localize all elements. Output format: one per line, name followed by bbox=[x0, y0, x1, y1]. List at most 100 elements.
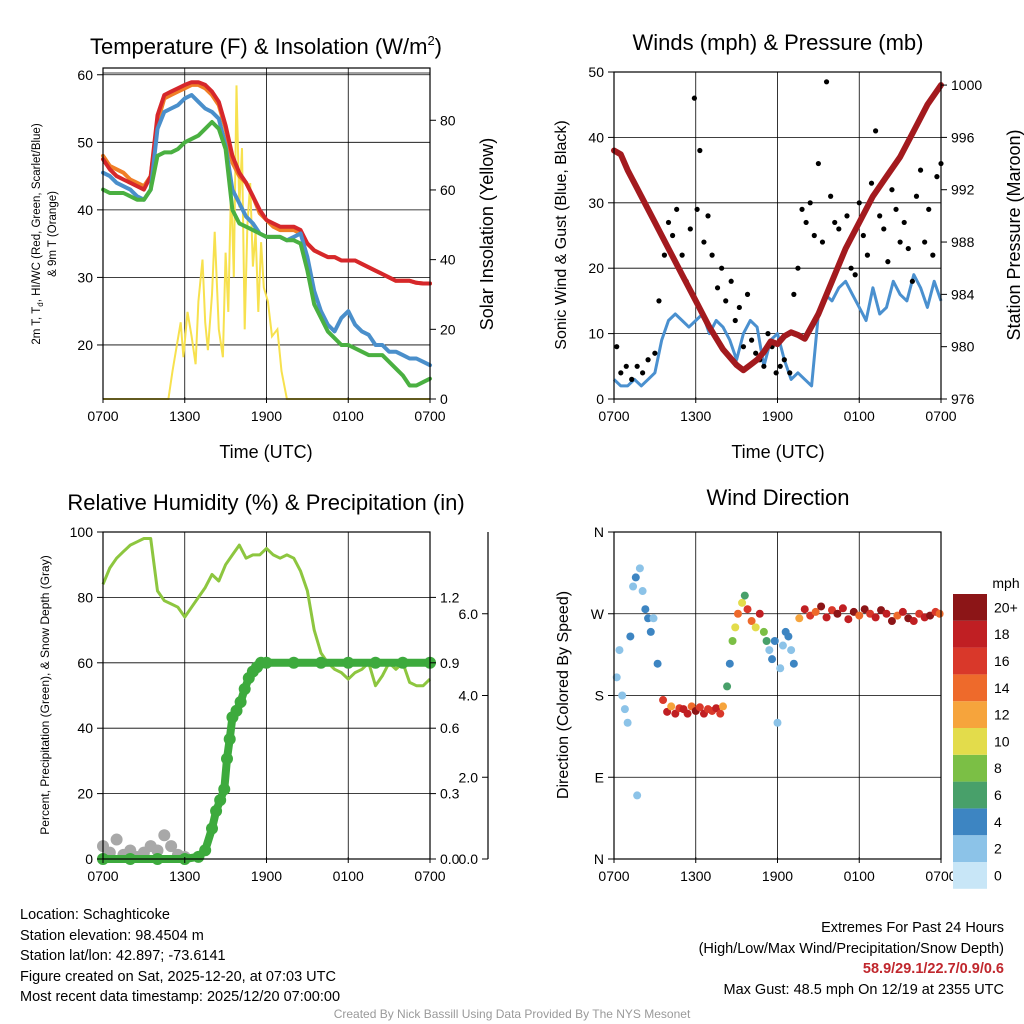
direction-point bbox=[638, 587, 647, 596]
wind-x-label: 0700 bbox=[925, 408, 956, 424]
insolation-y-label: 20 bbox=[440, 321, 456, 337]
wind-y-label: 40 bbox=[588, 129, 604, 145]
precip-y-label: 0.0 bbox=[440, 851, 460, 867]
gust-point bbox=[934, 174, 940, 180]
direction-point bbox=[765, 646, 774, 655]
colorbar-label: 10 bbox=[994, 733, 1010, 749]
direction-point bbox=[719, 702, 727, 711]
humidity-grid bbox=[103, 532, 430, 859]
direction-point bbox=[728, 637, 737, 645]
gust-point bbox=[697, 147, 703, 154]
colorbar-label: 8 bbox=[994, 760, 1002, 776]
pressure-y-label: 1000 bbox=[951, 77, 982, 93]
precip-point bbox=[214, 794, 227, 807]
colorbar-swatch bbox=[953, 754, 987, 782]
direction-point bbox=[935, 609, 944, 618]
temperature-y-label-line1: 2m T, Td, HI/WC (Red, Green, Scarlet/Blu… bbox=[31, 123, 45, 344]
gust-point bbox=[679, 252, 685, 258]
direction-x-label: 1300 bbox=[680, 868, 711, 884]
direction-point bbox=[740, 591, 749, 600]
gust-point bbox=[873, 128, 879, 134]
wind-y-label: 10 bbox=[588, 326, 604, 342]
gust-point bbox=[926, 206, 932, 212]
wind-series bbox=[611, 79, 944, 388]
direction-point bbox=[887, 617, 896, 626]
gust-point bbox=[909, 278, 915, 284]
direction-point bbox=[633, 791, 642, 800]
direction-point bbox=[731, 623, 740, 632]
station-elevation: Station elevation: 98.4504 m bbox=[20, 927, 204, 944]
gust-point bbox=[687, 226, 693, 232]
snow-depth-point bbox=[158, 829, 171, 842]
direction-y-label: S bbox=[595, 688, 604, 704]
colorbar-swatch bbox=[953, 835, 987, 862]
direction-point bbox=[751, 623, 760, 632]
gust-point bbox=[694, 206, 700, 212]
gust-point bbox=[930, 252, 936, 258]
gust-point bbox=[901, 219, 907, 226]
humidity-y-label: 80 bbox=[77, 589, 93, 605]
direction-point bbox=[773, 718, 782, 727]
temperature-y-label: 30 bbox=[77, 269, 93, 285]
humidity-y-label: Percent, Precipitation (Green), & Snow D… bbox=[38, 555, 52, 834]
direction-point bbox=[882, 609, 891, 618]
gust-point bbox=[618, 370, 624, 376]
direction-point bbox=[855, 611, 864, 620]
direction-y-label: N bbox=[594, 851, 604, 867]
precip-y-label: 0.9 bbox=[440, 655, 460, 671]
gust-point bbox=[736, 304, 742, 311]
pressure-y-label: 992 bbox=[951, 182, 975, 198]
direction-point bbox=[659, 696, 668, 705]
snow-depth-point bbox=[151, 844, 164, 857]
gust-point bbox=[819, 239, 826, 245]
direction-point bbox=[663, 707, 672, 716]
gust-point bbox=[645, 357, 651, 363]
precip-point bbox=[287, 656, 300, 669]
gust-point bbox=[761, 363, 767, 369]
direction-point bbox=[695, 703, 704, 712]
gust-point bbox=[917, 167, 924, 173]
wind-x-label: 1900 bbox=[762, 408, 793, 424]
snow-depth-y-label: 2.0 bbox=[459, 769, 479, 785]
colorbar-swatch bbox=[953, 674, 987, 702]
gust-point bbox=[864, 252, 871, 258]
gust-point bbox=[781, 357, 787, 363]
precip-point bbox=[260, 656, 273, 669]
gust-point bbox=[893, 206, 899, 212]
gust-point bbox=[799, 206, 805, 212]
gust-point bbox=[714, 285, 721, 291]
precip-point bbox=[234, 696, 247, 709]
direction-y-label: W bbox=[591, 606, 605, 622]
insolation-line bbox=[103, 85, 430, 400]
extremes-subtitle: (High/Low/Max Wind/Precipitation/Snow De… bbox=[698, 940, 1004, 957]
direction-point bbox=[844, 615, 853, 624]
gust-point bbox=[719, 265, 725, 271]
gust-point bbox=[753, 350, 759, 356]
direction-point bbox=[871, 613, 880, 622]
direction-point bbox=[716, 709, 725, 718]
humidity-x-label: 0700 bbox=[414, 868, 445, 884]
wind-panel-title: Winds (mph) & Pressure (mb) bbox=[633, 30, 924, 55]
direction-y-label: N bbox=[594, 524, 604, 540]
precip-point bbox=[369, 656, 382, 669]
colorbar-label: 18 bbox=[994, 626, 1010, 642]
colorbar-title: mph bbox=[992, 575, 1019, 591]
colorbar-swatch bbox=[953, 701, 987, 728]
gust-point bbox=[640, 370, 646, 376]
station-info: Location: Schaghticoke Station elevation… bbox=[20, 905, 340, 1008]
temperature-y-label: 20 bbox=[77, 337, 93, 353]
direction-point bbox=[795, 614, 804, 623]
humidity-panel: Relative Humidity (%) & Precipitation (i… bbox=[38, 490, 489, 884]
precip-point bbox=[206, 822, 218, 835]
gust-point bbox=[705, 213, 711, 219]
gust-point bbox=[634, 363, 640, 369]
gust-point bbox=[828, 193, 834, 199]
humidity-y-label: 20 bbox=[77, 786, 93, 802]
direction-point bbox=[860, 605, 869, 614]
gust-point bbox=[732, 317, 738, 324]
direction-grid bbox=[614, 532, 941, 859]
direction-point bbox=[646, 627, 655, 636]
direction-point bbox=[909, 617, 918, 626]
gust-point bbox=[665, 219, 672, 226]
gust-point bbox=[844, 213, 850, 219]
